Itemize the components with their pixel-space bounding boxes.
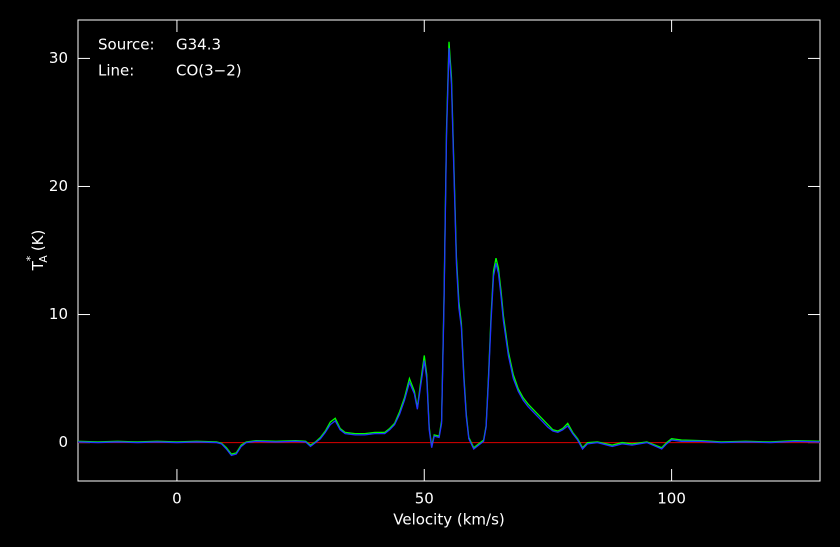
spectrum-line <box>77 41 821 455</box>
x-tick-label: 50 <box>415 490 434 508</box>
annotation-label: Line: <box>98 62 134 80</box>
y-axis-label: T*A (K) <box>24 230 50 272</box>
annotation-value: CO(3−2) <box>176 62 242 80</box>
y-tick-label: 0 <box>58 433 68 451</box>
y-label-unit: (K) <box>29 230 47 252</box>
spectrum-line <box>77 48 821 457</box>
x-axis-label: Velocity (km/s) <box>393 511 504 529</box>
annotation-label: Source: <box>98 36 155 54</box>
y-label-sub: A <box>37 255 50 263</box>
annotation-value: G34.3 <box>176 36 221 54</box>
y-tick-label: 10 <box>49 305 68 323</box>
plot-frame <box>77 19 821 482</box>
x-tick-label: 100 <box>657 490 686 508</box>
y-tick-label: 20 <box>49 177 68 195</box>
x-tick-label: 0 <box>172 490 182 508</box>
y-tick-label: 30 <box>49 49 68 67</box>
y-label-base: T <box>29 260 47 271</box>
y-label-sup: * <box>24 255 37 261</box>
